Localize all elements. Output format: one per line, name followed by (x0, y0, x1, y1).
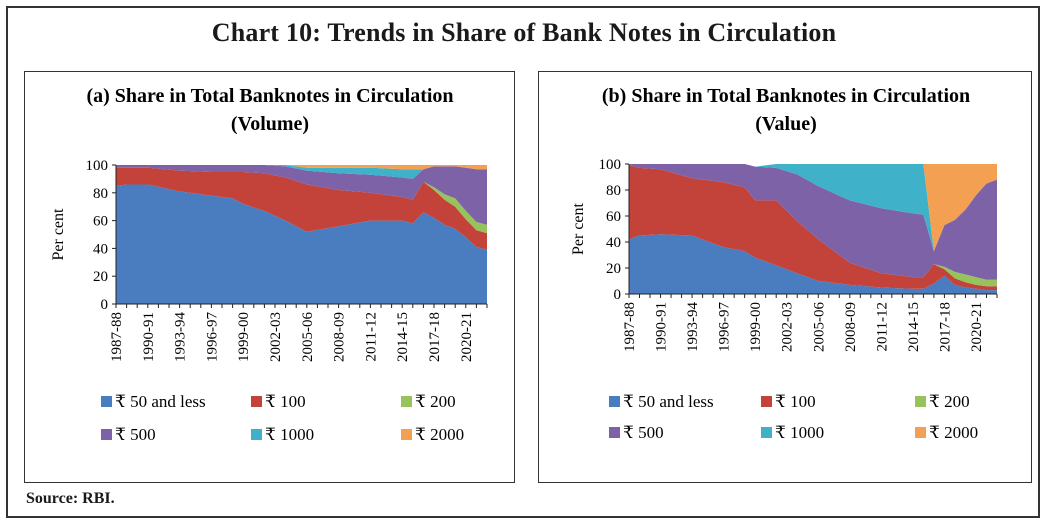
legend-label: ₹ 500 (115, 425, 156, 444)
value-area-chart: (b) Share in Total Banknotes in Circulat… (570, 85, 998, 442)
x-tick-label: 1996-97 (717, 302, 733, 352)
series-area (116, 184, 487, 304)
y-tick-label: 20 (606, 261, 621, 277)
x-tick-label: 1999-00 (748, 302, 764, 352)
x-tick-label: 1993-94 (173, 312, 189, 362)
x-tick-label: 2020-21 (969, 302, 985, 352)
legend-swatch (251, 396, 262, 407)
legend-label: ₹ 100 (265, 392, 306, 411)
x-tick-label: 1999-00 (236, 312, 252, 362)
legend-swatch (915, 427, 926, 438)
x-tick-label: 2017-18 (427, 312, 443, 362)
chart-title: (a) Share in Total Banknotes in Circulat… (86, 85, 453, 107)
x-tick-label: 2002-03 (780, 302, 796, 352)
legend-label: ₹ 50 and less (623, 392, 714, 411)
y-tick-label: 40 (93, 241, 108, 257)
y-tick-label: 60 (606, 209, 621, 225)
x-tick-label: 1993-94 (685, 302, 701, 352)
chart-subtitle: (Volume) (231, 113, 309, 135)
series-area (116, 167, 487, 250)
x-tick-label: 2008-09 (332, 312, 348, 362)
y-tick-label: 80 (606, 183, 621, 199)
value-chart-panel: (b) Share in Total Banknotes in Circulat… (538, 71, 1032, 483)
series-area (629, 164, 997, 280)
legend-swatch (761, 396, 772, 407)
chart-title: (b) Share in Total Banknotes in Circulat… (602, 85, 970, 107)
x-tick-label: 2005-06 (300, 312, 316, 362)
y-tick-label: 0 (101, 297, 109, 313)
series-area (629, 165, 997, 291)
legend-swatch (251, 429, 262, 440)
legend-swatch (915, 396, 926, 407)
legend-label: ₹ 2000 (415, 425, 464, 444)
legend-label: ₹ 200 (929, 392, 970, 411)
series-area (629, 165, 997, 287)
legend-swatch (609, 427, 620, 438)
y-tick-label: 40 (606, 235, 621, 251)
legend-swatch (401, 396, 412, 407)
legend-label: ₹ 500 (623, 423, 664, 442)
series-area (116, 165, 487, 225)
x-tick-label: 2005-06 (811, 302, 827, 352)
page-title: Chart 10: Trends in Share of Bank Notes … (211, 18, 837, 47)
legend-swatch (101, 396, 112, 407)
x-tick-label: 2008-09 (843, 302, 859, 352)
x-tick-label: 2011-12 (874, 302, 890, 351)
x-tick-label: 1987-88 (109, 312, 125, 362)
x-tick-label: 2011-12 (363, 312, 379, 361)
legend-swatch (761, 427, 772, 438)
legend-label: ₹ 1000 (265, 425, 314, 444)
x-tick-label: 1996-97 (204, 312, 220, 362)
y-tick-label: 60 (93, 214, 108, 230)
y-tick-label: 100 (599, 157, 622, 173)
legend-label: ₹ 100 (775, 392, 816, 411)
source-note: Source: RBI. (26, 490, 115, 507)
series-area (629, 164, 997, 252)
y-tick-label: 0 (614, 287, 622, 303)
legend-swatch (101, 429, 112, 440)
x-tick-label: 2014-15 (395, 312, 411, 362)
series-area (629, 164, 997, 252)
legend-label: ₹ 1000 (775, 423, 824, 442)
legend-label: ₹ 200 (415, 392, 456, 411)
legend-label: ₹ 50 and less (115, 392, 206, 411)
volume-area-chart: (a) Share in Total Banknotes in Circulat… (50, 85, 488, 444)
x-tick-label: 2002-03 (268, 312, 284, 362)
x-tick-label: 2017-18 (937, 302, 953, 352)
y-tick-label: 80 (93, 186, 108, 202)
y-tick-label: 100 (86, 158, 109, 174)
legend-label: ₹ 2000 (929, 423, 978, 442)
x-tick-label: 2020-21 (459, 312, 475, 362)
series-area (116, 165, 487, 179)
x-tick-label: 1987-88 (622, 302, 638, 352)
x-tick-label: 1990-91 (141, 312, 157, 362)
y-axis-label: Per cent (50, 208, 67, 261)
y-axis-label: Per cent (570, 202, 587, 255)
x-tick-label: 1990-91 (654, 302, 670, 352)
x-tick-label: 2014-15 (906, 302, 922, 352)
volume-chart-panel: (a) Share in Total Banknotes in Circulat… (24, 71, 515, 483)
chart-subtitle: (Value) (755, 113, 816, 135)
series-area (629, 234, 997, 294)
legend-swatch (401, 429, 412, 440)
y-tick-label: 20 (93, 269, 108, 285)
legend-swatch (609, 396, 620, 407)
